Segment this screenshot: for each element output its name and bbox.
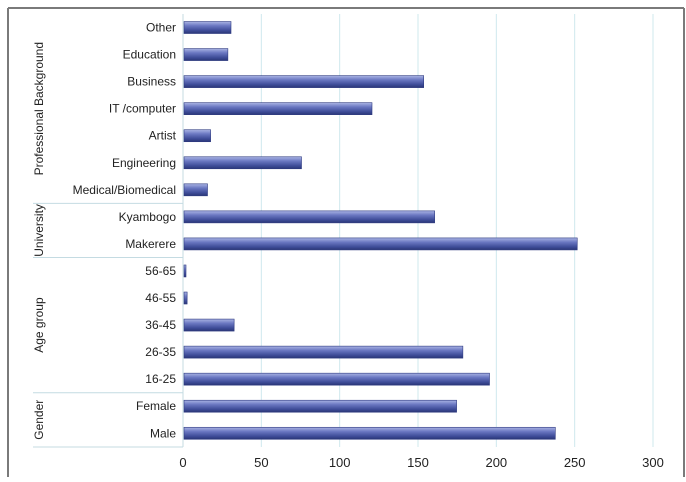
x-tick-label: 50 <box>254 455 268 470</box>
category-label: Female <box>136 399 176 413</box>
category-label: Artist <box>149 129 177 143</box>
bar <box>183 75 424 88</box>
bar <box>183 426 556 440</box>
category-label: Medical/Biomedical <box>73 183 176 197</box>
bar <box>183 210 435 224</box>
bar <box>183 318 235 332</box>
group-label: Professional Background <box>32 42 46 175</box>
category-label: Kyambogo <box>119 210 177 224</box>
category-label: 46-55 <box>145 291 176 305</box>
x-tick-label: 150 <box>407 455 429 470</box>
category-label: Other <box>146 21 176 35</box>
x-tick-label: 200 <box>485 455 507 470</box>
category-label: 56-65 <box>145 264 176 278</box>
x-tick-label: 100 <box>329 455 351 470</box>
bar <box>183 156 302 170</box>
group-label: University <box>32 204 46 257</box>
bar <box>183 102 373 115</box>
category-label: 16-25 <box>145 372 176 386</box>
bar <box>183 264 187 278</box>
x-tick-label: 300 <box>642 455 664 470</box>
category-label: Education <box>123 48 176 62</box>
group-label: Age group <box>32 297 46 353</box>
bar <box>183 399 457 413</box>
category-label: Business <box>127 75 176 89</box>
category-label: Makerere <box>125 237 176 251</box>
bar <box>183 291 188 305</box>
bar <box>183 129 211 143</box>
x-tick-label: 250 <box>564 455 586 470</box>
bar <box>183 48 229 61</box>
category-label: Engineering <box>112 156 176 170</box>
category-label: Male <box>150 426 176 440</box>
category-label: IT /computer <box>109 102 176 116</box>
x-tick-label: 0 <box>179 455 186 470</box>
bar <box>183 237 578 251</box>
bar <box>183 21 232 34</box>
bar <box>183 372 490 386</box>
category-label: 36-45 <box>145 318 176 332</box>
group-label: Gender <box>32 400 46 440</box>
bar <box>183 345 464 359</box>
bar <box>183 183 208 197</box>
category-label: 26-35 <box>145 345 176 359</box>
